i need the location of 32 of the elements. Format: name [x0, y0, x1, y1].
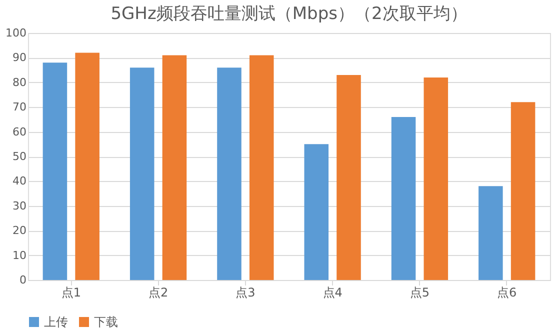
bar — [478, 186, 503, 280]
x-tick-label: 点6 — [497, 286, 517, 300]
chart-title: 5GHz频段吞吐量测试（Mbps）（2次取平均） — [110, 4, 468, 24]
y-tick-label: 0 — [20, 274, 26, 286]
y-tick-label: 80 — [12, 76, 26, 89]
x-tick-label: 点3 — [236, 286, 256, 300]
bar — [336, 74, 361, 280]
y-tick-label: 20 — [12, 224, 26, 238]
y-tick-label: 100 — [6, 26, 26, 40]
bar — [510, 102, 536, 280]
bar — [304, 144, 329, 280]
y-tick-label: 60 — [12, 125, 26, 138]
y-tick-label: 50 — [12, 150, 26, 163]
bar — [162, 55, 187, 280]
y-tick-label: 90 — [12, 51, 26, 64]
y-tick-label: 30 — [12, 199, 26, 212]
x-tick-label: 点5 — [410, 286, 430, 300]
bar — [42, 62, 68, 280]
y-tick-label: 40 — [12, 174, 26, 188]
legend-label: 上传 — [44, 315, 68, 329]
y-tick-label: 70 — [12, 100, 26, 114]
bar — [75, 52, 100, 280]
x-tick-label: 点1 — [61, 286, 81, 300]
bar — [424, 77, 448, 280]
y-tick-label: 10 — [12, 248, 26, 262]
bar — [130, 68, 154, 280]
bar — [391, 116, 416, 280]
legend-label: 下载 — [94, 315, 118, 329]
bar — [249, 55, 274, 280]
x-tick-label: 点4 — [322, 286, 342, 300]
x-tick-label: 点2 — [148, 286, 168, 300]
bar — [217, 68, 242, 280]
